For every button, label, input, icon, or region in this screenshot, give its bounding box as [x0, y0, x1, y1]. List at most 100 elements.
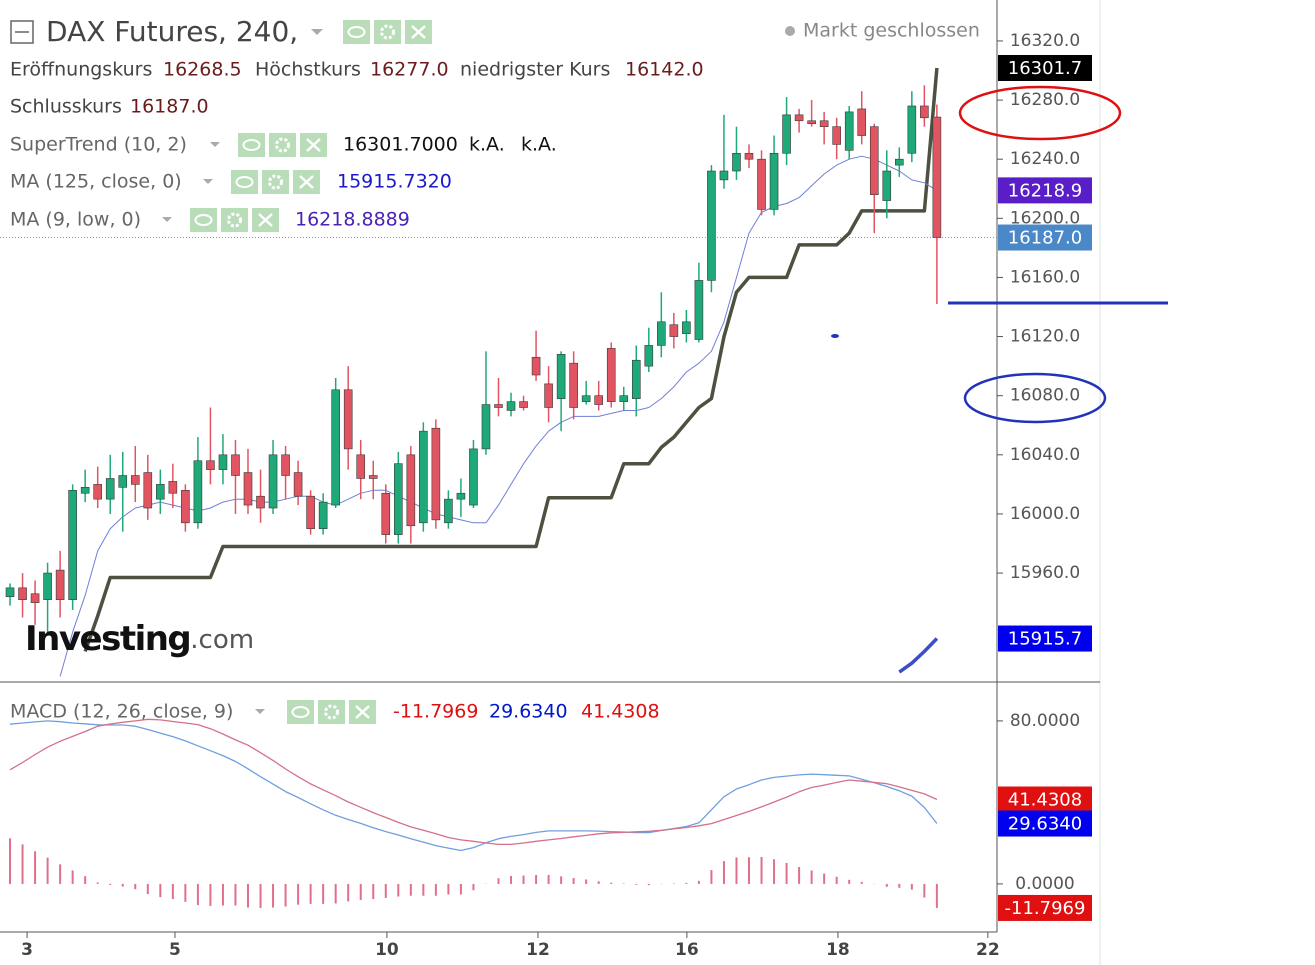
dropdown-caret[interactable] [203, 179, 213, 184]
candle-body [281, 454, 290, 476]
y-tick-label: 80.0000 [1010, 711, 1080, 731]
candle-body [5, 587, 15, 598]
x-tick-label: 3 [21, 940, 33, 960]
candle-body [819, 120, 829, 127]
indicator-button[interactable] [374, 20, 401, 44]
x-tick-label: 5 [169, 940, 181, 960]
candle-body [268, 454, 278, 509]
indicator-value: 15915.7320 [337, 171, 452, 193]
indicator-button[interactable] [262, 170, 289, 194]
dropdown-caret[interactable] [210, 142, 220, 147]
candle-body [782, 114, 791, 154]
candle-body [531, 356, 541, 376]
x-tick-label: 10 [375, 940, 399, 960]
histogram-bar [597, 881, 600, 884]
histogram-bar [21, 844, 24, 884]
histogram-bar [472, 883, 475, 891]
histogram-bar [835, 876, 838, 884]
histogram-bar [535, 874, 538, 884]
collapse-icon[interactable] [10, 20, 34, 44]
candle-body [707, 170, 716, 281]
candle-body [80, 487, 90, 494]
candle-body [932, 116, 942, 238]
candle-body [206, 460, 215, 470]
candle-body [93, 484, 102, 500]
y-tick-label: 16200.0 [1010, 208, 1080, 228]
x-tick-label: 22 [976, 940, 1000, 960]
dropdown-caret[interactable] [311, 29, 323, 35]
histogram-bar [347, 883, 350, 902]
candle-body [556, 354, 566, 399]
dropdown-caret[interactable] [255, 709, 265, 714]
x-tick-label: 12 [526, 940, 550, 960]
histogram-bar [59, 864, 62, 884]
indicator-button[interactable] [287, 700, 314, 724]
price-tag [998, 224, 1092, 251]
candle-body [669, 324, 679, 337]
candle-body [318, 501, 328, 530]
indicator-button[interactable] [238, 133, 265, 157]
eye-icon [347, 26, 366, 38]
histogram-bar [748, 857, 751, 884]
histogram-bar [434, 883, 437, 896]
annotation-ellipse [963, 372, 1107, 424]
histogram-bar [773, 859, 776, 884]
histogram-bar [159, 883, 162, 898]
indicator-button[interactable] [318, 700, 345, 724]
candle-body [156, 484, 165, 500]
indicator-button[interactable] [343, 20, 370, 44]
close-icon [299, 175, 314, 189]
histogram-bar [334, 883, 337, 904]
x-tick-label: 18 [826, 940, 850, 960]
histogram-bar [372, 883, 375, 899]
y-tick-label: 16080.0 [1010, 386, 1080, 406]
line-series [83, 67, 939, 652]
candle-body [331, 389, 340, 506]
eye-icon [242, 139, 261, 151]
indicator-value: 29.6340 [489, 701, 568, 723]
price-tag [998, 894, 1092, 921]
y-tick-label: 16160.0 [1010, 267, 1080, 287]
candle-body [594, 395, 604, 405]
candle-body [631, 359, 641, 399]
price-tag-label: 16301.7 [1008, 58, 1082, 79]
ohlc-value: 16277.0 [370, 59, 449, 81]
histogram-bar [384, 883, 387, 898]
candle-body [907, 105, 917, 154]
y-tick-label: 16040.0 [1010, 445, 1080, 465]
market-status: Markt geschlossen [803, 20, 980, 42]
candle-body [393, 463, 403, 535]
candle-body [256, 495, 265, 509]
candle-body [306, 495, 315, 530]
histogram-bar [585, 879, 588, 884]
indicator-button[interactable] [190, 208, 217, 232]
price-tag-label: -11.7969 [1005, 898, 1086, 919]
histogram-bar [735, 857, 738, 884]
indicator-value: k.A. [469, 134, 505, 156]
eye-icon [291, 706, 310, 718]
indicator-button[interactable] [269, 133, 296, 157]
annotation-dot [831, 334, 839, 338]
candle-body [844, 111, 854, 151]
gear-icon [324, 704, 339, 720]
dropdown-caret[interactable] [162, 217, 172, 222]
histogram-bar [710, 870, 713, 884]
candle-body [832, 126, 841, 145]
chart-title: DAX Futures, 240, [46, 15, 298, 48]
histogram-bar [647, 883, 650, 886]
candle-body [293, 472, 303, 497]
indicator-name: MA (9, low, 0) [10, 209, 141, 231]
ohlc-value: 16268.5 [163, 59, 242, 81]
indicator-button[interactable] [221, 208, 248, 232]
indicator-button[interactable] [231, 170, 258, 194]
eye-icon [235, 176, 254, 188]
candle-body [895, 158, 904, 166]
candle-body [481, 404, 491, 450]
histogram-bar [322, 883, 325, 904]
ohlc-value: 16187.0 [130, 96, 209, 118]
candle-body [581, 395, 591, 402]
ohlc-label: niedrigster Kurs [460, 59, 610, 81]
histogram-bar [610, 882, 613, 884]
histogram-bar [898, 883, 901, 888]
histogram-bar [409, 883, 412, 896]
